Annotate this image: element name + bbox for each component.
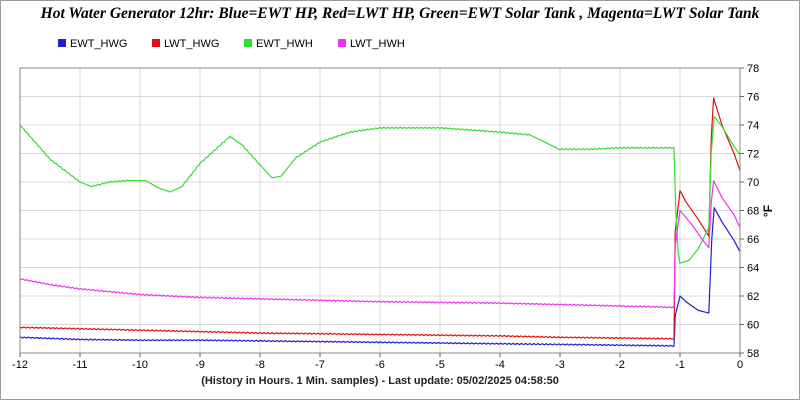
y-tick-label: 58 [747,348,759,360]
x-axis-ticks: -12 -11 -10 -9 -8 -7 -6 -5 -4 -3 -2 -1 0 [12,353,743,371]
x-tick-label: -6 [375,359,385,371]
legend-swatch [152,39,160,47]
y-tick-label: 76 [747,92,759,104]
x-tick-label: -10 [132,359,148,371]
legend-swatch [338,39,346,47]
series-line-lwt-hwh [19,179,741,309]
y-tick-label: 62 [747,291,759,303]
x-tick-label: -12 [12,359,28,371]
legend-label: EWT_HWH [256,38,313,50]
y-tick-label: 78 [747,63,759,75]
x-tick-label: -5 [435,359,445,371]
y-tick-label: 72 [747,149,759,161]
x-tick-label: -2 [615,359,625,371]
x-axis-label: (History in Hours. 1 Min. samples) - Las… [201,375,559,387]
series-line-ewt-hwh [19,115,741,264]
x-tick-label: -1 [675,359,685,371]
y-tick-label: 60 [747,320,759,332]
x-tick-label: -11 [72,359,87,371]
series-line-ewt-hwg [19,207,741,348]
legend-label: EWT_HWG [70,38,127,50]
y-tick-label: 66 [747,234,759,246]
x-tick-label: -8 [255,359,265,371]
x-tick-label: -7 [315,359,325,371]
series-lines [19,97,741,348]
series-line-lwt-hwg [19,97,741,340]
x-tick-label: -3 [555,359,565,371]
legend: EWT_HWG LWT_HWG EWT_HWH LWT_HWH [58,38,405,50]
grid [19,67,741,354]
x-tick-label: 0 [737,359,743,371]
chart-title: Hot Water Generator 12hr: Blue=EWT HP, R… [40,5,760,22]
legend-label: LWT_HWH [350,38,405,50]
x-tick-label: -9 [195,359,205,371]
y-tick-label: 64 [747,263,759,275]
legend-swatch [58,39,66,47]
y-tick-label: 74 [747,120,759,132]
legend-swatch [244,39,252,47]
legend-label: LWT_HWG [164,38,219,50]
y-axis-ticks: 58 60 62 64 66 68 70 72 74 76 78 [740,63,759,360]
y-tick-label: 70 [747,177,759,189]
x-tick-label: -4 [495,359,505,371]
y-axis-label: °F [761,205,775,217]
y-tick-label: 68 [747,206,759,218]
